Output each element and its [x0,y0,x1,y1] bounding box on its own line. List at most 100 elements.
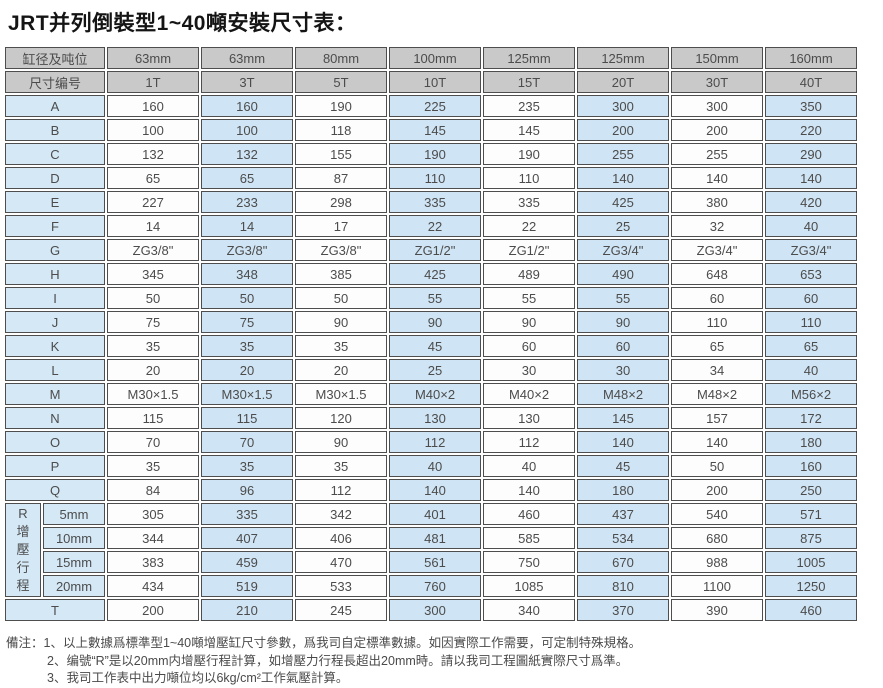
cell-C-10T: 190 [389,143,481,165]
cell-R5mm-3T: 335 [201,503,293,525]
cell-F-30T: 32 [671,215,763,237]
cell-I-20T: 55 [577,287,669,309]
notes: 備注：1、以上數據爲標準型1~40噸增壓缸尺寸參數，爲我司自定標準數據。如因實際… [6,635,883,688]
cell-T-20T: 370 [577,599,669,621]
notes-prefix: 備注： [6,636,44,650]
cell-H-40T: 653 [765,263,857,285]
cell-P-30T: 50 [671,455,763,477]
table-row-R-5mm: R 增壓行程 5mm 305 335 342 401 460 437 540 571 [5,503,857,597]
cell-R20mm-3T: 519 [201,575,293,597]
cell-P-3T: 35 [201,455,293,477]
cell-R15mm-30T: 988 [671,551,763,573]
table-row-J: J 75 75 90 90 90 90 110 110 [5,311,857,333]
r-group-label-char: 行 [16,560,30,575]
cell-R10mm-10T: 481 [389,527,481,549]
cell-I-1T: 50 [107,287,199,309]
cell-O-10T: 112 [389,431,481,453]
header-ton-40T: 40T [765,71,857,93]
note-text: 2、编號“R”是以20mm内增壓行程計算，如增壓力行程長超出20mm時。請以我司… [47,653,629,668]
row-sublabel-10mm: 10mm [43,527,105,549]
header-ton-20T: 20T [577,71,669,93]
cell-M-3T: M30×1.5 [201,383,293,405]
cell-E-20T: 425 [577,191,669,213]
table-row-K: K 35 35 35 45 60 60 65 65 [5,335,857,357]
note-text: 1、以上數據爲標準型1~40噸增壓缸尺寸參數，爲我司自定標準數據。如因實際工作需… [43,636,642,650]
cell-J-15T: 90 [483,311,575,333]
row-label-F: F [5,215,105,237]
cell-R5mm-1T: 305 [107,503,199,525]
cell-M-20T: M48×2 [577,383,669,405]
header-bore-20T: 125mm [577,47,669,69]
cell-R20mm-10T: 760 [389,575,481,597]
cell-E-1T: 227 [107,191,199,213]
cell-Q-30T: 200 [671,479,763,501]
cell-R5mm-5T: 342 [295,503,387,525]
cell-M-15T: M40×2 [483,383,575,405]
cell-R20mm-5T: 533 [295,575,387,597]
cell-G-3T: ZG3/8" [201,239,293,261]
cell-R5mm-40T: 571 [765,503,857,525]
cell-R20mm-20T: 810 [577,575,669,597]
cell-R10mm-1T: 344 [107,527,199,549]
r-group-label-char: 增 [16,524,30,539]
cell-R15mm-1T: 383 [107,551,199,573]
note-text: 3、我司工作表中出力噸位均以6kg/cm²工作氣壓計算。 [47,671,349,685]
header-bore-5T: 80mm [295,47,387,69]
cell-R10mm-5T: 406 [295,527,387,549]
cell-I-15T: 55 [483,287,575,309]
row-label-D: D [5,167,105,189]
cell-E-3T: 233 [201,191,293,213]
cell-Q-5T: 112 [295,479,387,501]
cell-B-1T: 100 [107,119,199,141]
r-group-label-char: 壓 [16,542,30,557]
table-row-L: L 20 20 20 25 30 30 34 40 [5,359,857,381]
cell-F-5T: 17 [295,215,387,237]
cell-O-20T: 140 [577,431,669,453]
cell-B-30T: 200 [671,119,763,141]
cell-B-10T: 145 [389,119,481,141]
cell-T-40T: 460 [765,599,857,621]
cell-D-1T: 65 [107,167,199,189]
cell-K-15T: 60 [483,335,575,357]
cell-R15mm-20T: 670 [577,551,669,573]
cell-E-10T: 335 [389,191,481,213]
cell-I-5T: 50 [295,287,387,309]
table-row-E: E 227 233 298 335 335 425 380 420 [5,191,857,213]
note-line-1: 備注：1、以上數據爲標準型1~40噸增壓缸尺寸參數，爲我司自定標準數據。如因實際… [6,635,883,653]
cell-O-40T: 180 [765,431,857,453]
cell-P-1T: 35 [107,455,199,477]
header-bore-1T: 63mm [107,47,199,69]
cell-I-30T: 60 [671,287,763,309]
cell-R15mm-5T: 470 [295,551,387,573]
cell-N-30T: 157 [671,407,763,429]
cell-T-10T: 300 [389,599,481,621]
cell-O-30T: 140 [671,431,763,453]
table-row-A: A 160 160 190 225 235 300 300 350 [5,95,857,117]
cell-H-30T: 648 [671,263,763,285]
header-row-bore: 缸径及吨位 63mm 63mm 80mm 100mm 125mm 125mm 150mm 160… [5,47,857,69]
cell-E-40T: 420 [765,191,857,213]
cell-J-40T: 110 [765,311,857,333]
header-label-ton: 尺寸编号 [5,71,105,93]
cell-A-3T: 160 [201,95,293,117]
r-group-label-char: 程 [16,578,30,593]
row-label-K: K [5,335,105,357]
cell-R10mm-3T: 407 [201,527,293,549]
row-label-T: T [5,599,105,621]
cell-D-15T: 110 [483,167,575,189]
cell-B-40T: 220 [765,119,857,141]
cell-I-40T: 60 [765,287,857,309]
cell-J-10T: 90 [389,311,481,333]
cell-R20mm-15T: 1085 [483,575,575,597]
header-bore-30T: 150mm [671,47,763,69]
cell-M-5T: M30×1.5 [295,383,387,405]
cell-T-1T: 200 [107,599,199,621]
cell-F-15T: 22 [483,215,575,237]
header-ton-5T: 5T [295,71,387,93]
row-label-N: N [5,407,105,429]
cell-N-5T: 120 [295,407,387,429]
cell-N-10T: 130 [389,407,481,429]
page-title: JRT并列倒裝型1~40噸安裝尺寸表： [8,12,357,35]
cell-M-1T: M30×1.5 [107,383,199,405]
header-ton-30T: 30T [671,71,763,93]
